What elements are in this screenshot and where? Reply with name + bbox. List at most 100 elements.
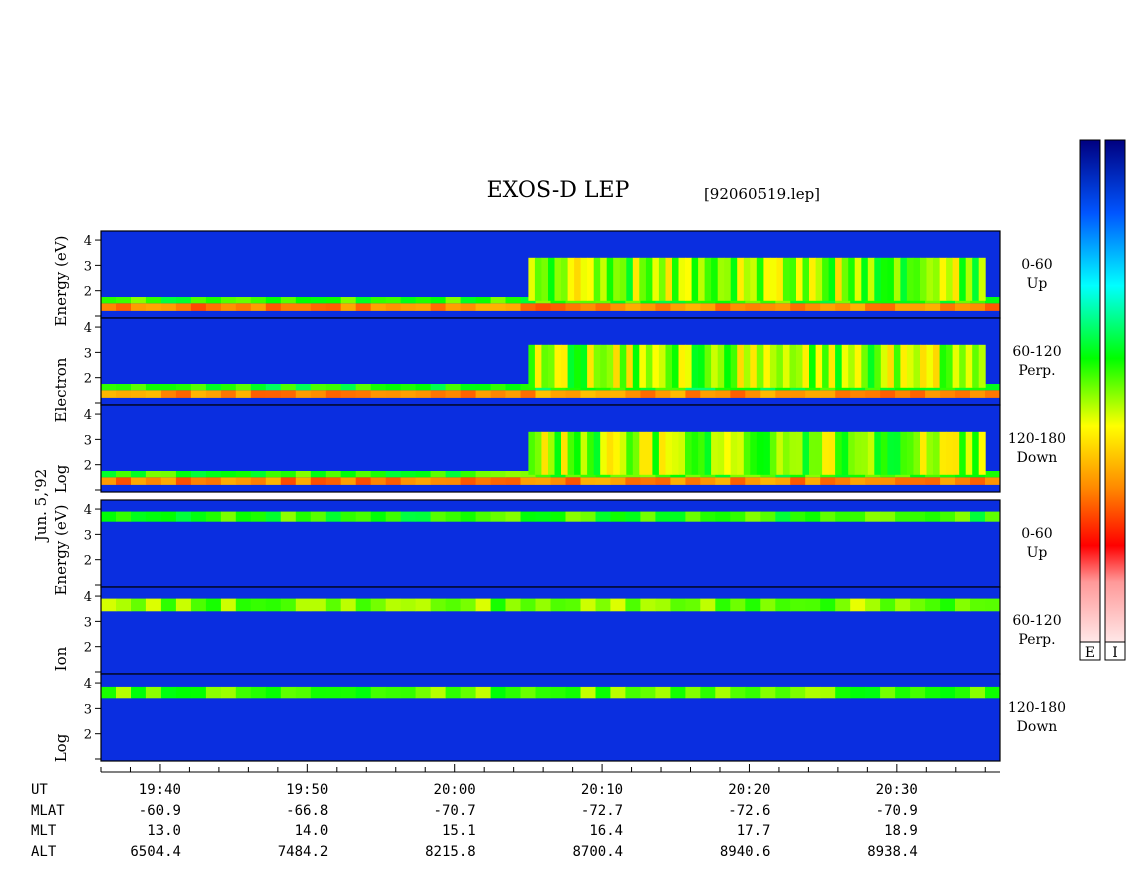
energy-band	[250, 384, 267, 391]
burst-column	[848, 344, 856, 388]
burst-column	[645, 257, 653, 301]
energy-band	[865, 686, 881, 699]
energy-band	[355, 471, 372, 478]
burst-column	[730, 344, 738, 388]
burst-column	[541, 431, 549, 475]
burst-column	[645, 344, 653, 388]
energy-band	[400, 390, 417, 398]
x-row-value: 18.9	[884, 823, 918, 839]
burst-column	[587, 344, 595, 388]
date-label: Jun. 5,'92	[32, 469, 50, 543]
energy-band	[955, 477, 971, 485]
energy-band	[970, 511, 986, 522]
energy-band	[235, 384, 252, 391]
energy-band	[220, 598, 237, 612]
energy-band	[745, 477, 761, 485]
energy-band	[625, 598, 641, 612]
energy-band	[520, 686, 536, 699]
energy-band	[265, 598, 282, 612]
energy-band	[610, 303, 626, 311]
y-tick-label: 4	[84, 321, 92, 336]
energy-band	[865, 511, 881, 522]
energy-band	[280, 384, 297, 391]
energy-band	[790, 477, 806, 485]
energy-band	[520, 477, 536, 485]
energy-band	[116, 303, 132, 311]
energy-band	[400, 598, 417, 612]
energy-band	[295, 477, 312, 485]
energy-band	[205, 390, 222, 398]
burst-column	[874, 344, 882, 388]
burst-column	[619, 257, 627, 301]
energy-band	[805, 477, 821, 485]
energy-band	[235, 511, 252, 522]
energy-band	[505, 477, 521, 485]
burst-column	[730, 257, 738, 301]
colorbar-electron: E	[1079, 139, 1101, 661]
energy-band	[535, 303, 551, 311]
energy-band	[580, 598, 596, 612]
channel-label: 120-180	[1008, 700, 1066, 716]
energy-band	[220, 511, 237, 522]
energy-band	[805, 511, 821, 522]
energy-band	[430, 297, 446, 304]
energy-band	[940, 598, 956, 612]
energy-band	[310, 297, 327, 304]
energy-band	[101, 598, 117, 612]
burst-column	[704, 344, 712, 388]
burst-column	[939, 431, 947, 475]
energy-band	[265, 511, 282, 522]
energy-band	[160, 390, 177, 398]
energy-band	[445, 297, 461, 304]
burst-column	[763, 344, 771, 388]
energy-band	[385, 390, 402, 398]
x-row-value: -72.6	[728, 803, 770, 819]
channel-label: 120-180	[1008, 431, 1066, 447]
energy-band	[835, 477, 851, 485]
energy-band	[370, 686, 387, 699]
energy-band	[340, 297, 357, 304]
burst-column	[900, 257, 908, 301]
energy-band	[265, 686, 282, 699]
x-row-name: UT	[31, 782, 48, 798]
burst-column	[600, 344, 608, 388]
burst-column	[861, 344, 869, 388]
x-row-value: 20:20	[728, 782, 770, 798]
energy-band	[280, 511, 297, 522]
energy-band	[116, 471, 132, 478]
burst-column	[939, 344, 947, 388]
burst-column	[528, 257, 536, 301]
energy-band	[895, 686, 911, 699]
energy-band	[145, 297, 162, 304]
energy-band	[280, 598, 297, 612]
energy-band	[460, 477, 476, 485]
energy-band	[910, 390, 926, 398]
energy-band	[355, 297, 372, 304]
x-row-value: -60.9	[139, 803, 181, 819]
burst-column	[978, 344, 986, 388]
burst-column	[652, 344, 660, 388]
burst-column	[685, 344, 692, 388]
energy-band	[250, 297, 267, 304]
energy-band	[550, 303, 566, 311]
burst-column	[828, 431, 836, 475]
channel-label: 0-60	[1021, 526, 1052, 542]
energy-band	[385, 297, 402, 304]
x-row-value: 6504.4	[130, 844, 181, 860]
energy-band	[131, 477, 147, 485]
energy-band	[535, 598, 551, 612]
burst-column	[665, 344, 673, 388]
burst-column	[632, 344, 640, 388]
energy-band	[820, 390, 836, 398]
energy-band	[625, 477, 641, 485]
burst-column	[978, 431, 986, 475]
energy-band	[385, 384, 402, 391]
energy-band	[145, 471, 162, 478]
burst-column	[626, 344, 634, 388]
burst-column	[593, 257, 601, 301]
energy-band	[265, 297, 282, 304]
energy-band	[460, 390, 476, 398]
energy-band	[505, 384, 521, 391]
burst-column	[698, 344, 706, 388]
energy-band	[760, 303, 776, 311]
